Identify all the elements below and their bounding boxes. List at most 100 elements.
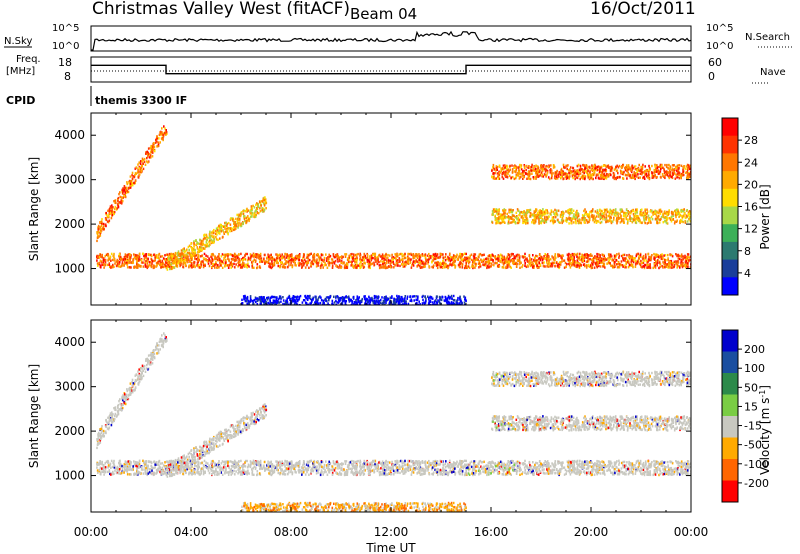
power-cell	[639, 169, 641, 172]
power-cell	[541, 175, 543, 178]
power-cell	[435, 263, 437, 266]
power-cell	[636, 252, 639, 256]
power-cell	[124, 258, 126, 261]
power-cell	[629, 166, 631, 169]
power-cell	[552, 166, 555, 169]
power-cell	[491, 210, 494, 213]
power-cell	[665, 259, 667, 262]
power-cell	[121, 197, 123, 200]
power-cell	[200, 263, 202, 266]
power-cell	[312, 262, 315, 266]
power-cell	[495, 165, 498, 168]
power-cell	[593, 217, 595, 221]
power-cell	[154, 256, 156, 259]
power-cell	[565, 165, 567, 168]
power-cell	[565, 265, 567, 268]
power-cell	[220, 264, 222, 267]
power-cell	[143, 258, 146, 261]
power-cell	[563, 165, 565, 169]
power-cell	[556, 177, 559, 180]
power-cell	[647, 259, 650, 262]
power-cell	[142, 162, 144, 165]
power-cell	[525, 168, 527, 172]
power-cell	[407, 262, 410, 265]
power-cell	[616, 169, 619, 172]
power-cell	[176, 260, 178, 264]
power-cell	[607, 253, 610, 256]
power-cell	[298, 262, 300, 265]
power-cell	[268, 262, 271, 266]
power-cell	[404, 252, 406, 256]
power-cell	[138, 173, 141, 176]
power-cell	[583, 259, 586, 263]
power-cell	[100, 225, 103, 228]
power-cell	[526, 221, 528, 224]
power-cell	[107, 257, 110, 260]
power-cell	[115, 260, 117, 263]
power-cell	[208, 244, 210, 248]
power-cell	[594, 218, 597, 222]
power-cell	[202, 260, 204, 263]
power-cell	[634, 177, 636, 181]
power-cell	[666, 263, 668, 266]
power-cell	[636, 218, 639, 222]
power-cell	[597, 260, 599, 264]
power-cell	[598, 256, 600, 260]
power-cell	[657, 214, 660, 218]
power-cell	[636, 260, 639, 263]
power-cell	[121, 199, 124, 203]
power-cell	[171, 257, 174, 260]
power-cell	[582, 257, 585, 260]
power-cell	[620, 210, 623, 213]
power-cell	[126, 181, 128, 184]
power-cell	[333, 260, 335, 264]
power-cell	[166, 132, 168, 135]
power-cell	[147, 155, 149, 158]
power-cell	[670, 215, 673, 219]
power-cell	[114, 262, 116, 265]
power-cell	[594, 255, 596, 258]
power-cell	[205, 233, 208, 237]
power-cell	[150, 145, 153, 148]
power-cell	[572, 209, 575, 212]
power-cell	[549, 258, 552, 261]
power-cell	[195, 254, 197, 257]
power-cell	[561, 216, 564, 220]
power-cell	[174, 255, 176, 258]
power-cell	[232, 254, 234, 258]
power-cell	[644, 263, 647, 267]
power-cell	[517, 166, 520, 169]
power-cell	[599, 254, 601, 257]
power-cell	[549, 219, 552, 223]
power-cell	[124, 191, 126, 194]
power-cell	[114, 199, 117, 202]
power-cell	[122, 196, 124, 199]
power-cell	[672, 261, 674, 265]
power-cell	[357, 264, 359, 267]
power-cell	[293, 260, 296, 263]
power-cell	[516, 218, 518, 221]
power-cell	[467, 262, 470, 265]
power-cell	[531, 165, 533, 168]
power-cell	[122, 187, 124, 190]
power-cell	[500, 258, 502, 261]
power-cell	[571, 254, 574, 257]
power-cell	[391, 258, 394, 261]
power-cell	[574, 265, 577, 268]
power-cell	[512, 220, 514, 223]
power-cell	[539, 212, 542, 215]
power-cell	[602, 218, 604, 221]
power-cell	[219, 257, 221, 261]
power-cell	[492, 208, 495, 211]
power-cell	[146, 265, 148, 268]
power-cell	[262, 197, 265, 200]
power-cell	[210, 255, 212, 258]
power-cell	[136, 258, 139, 261]
power-cell	[222, 235, 224, 239]
power-cell	[562, 173, 565, 176]
power-cell	[252, 260, 254, 263]
power-cell	[193, 264, 196, 267]
power-cell	[242, 221, 244, 225]
power-cell	[529, 166, 531, 170]
power-cell	[546, 169, 549, 173]
